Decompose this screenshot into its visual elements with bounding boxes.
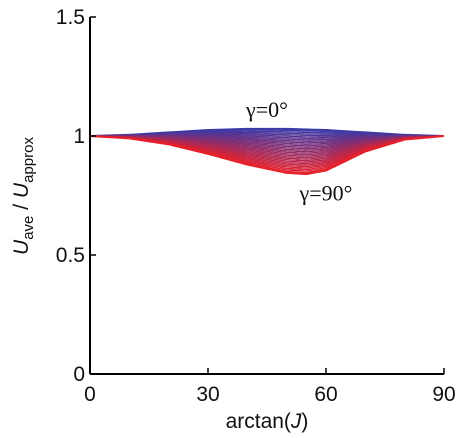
curve-annotations: γ=0° γ=90° [245, 97, 352, 205]
series-line-gamma-90 [89, 135, 445, 176]
y-axis-label-num-main: U [10, 239, 33, 255]
y-axis-label-den-main: U [10, 182, 33, 198]
x-axis-label-suffix: ) [301, 410, 308, 433]
y-tick-label: 1.5 [56, 6, 85, 29]
x-tick-label: 30 [196, 383, 219, 406]
y-tick-label: 0 [73, 363, 85, 386]
y-tick-label: 1 [73, 125, 85, 148]
y-axis-label-den-sub: approx [20, 137, 37, 183]
x-axis-label: arctan(J) [226, 410, 309, 433]
y-tick-label: 0.5 [56, 244, 85, 267]
y-axis-label-num-sub: ave [20, 216, 37, 240]
annotation-gamma-90: γ=90° [299, 180, 353, 205]
x-tick-label: 60 [314, 383, 337, 406]
y-axis-label-sep: / [10, 198, 33, 216]
x-axis-label-italic: J [290, 410, 302, 433]
curve-family [89, 127, 445, 176]
x-tick-label: 90 [432, 383, 455, 406]
y-axis-label: Uave / Uapprox [10, 137, 37, 255]
x-axis-label-prefix: arctan( [226, 410, 291, 433]
annotation-gamma-0: γ=0° [245, 97, 288, 122]
axis-ticks: 0 30 60 90 0 0.5 1 1.5 [56, 6, 456, 406]
x-tick-label: 0 [84, 383, 96, 406]
